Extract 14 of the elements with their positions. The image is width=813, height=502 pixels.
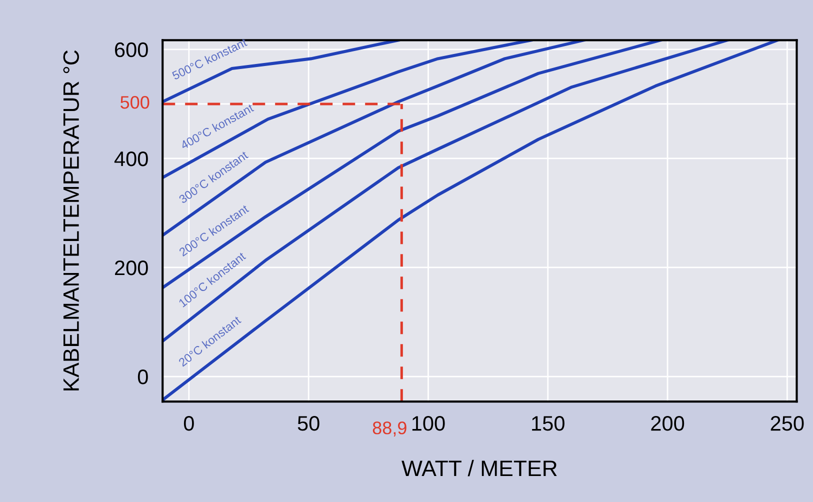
ref-line-label: 88,9 [372,422,406,436]
y-tick-label: 0 [138,370,148,384]
y-axis-title: KABELMANTELTEMPERATUR °C [63,50,80,390]
x-tick-label: 200 [651,416,684,431]
y-tick-label: 400 [114,151,148,166]
x-tick-label: 50 [298,416,320,431]
x-tick-label: 100 [412,416,445,431]
x-tick-label: 250 [770,416,804,431]
y-tick-label: 500 [120,96,150,109]
x-axis-title: WATT / METER [402,460,557,476]
y-tick-label: 200 [115,260,148,276]
x-tick-label: 0 [184,416,194,431]
x-tick-label: 150 [532,416,564,431]
y-tick-label: 600 [115,42,148,58]
